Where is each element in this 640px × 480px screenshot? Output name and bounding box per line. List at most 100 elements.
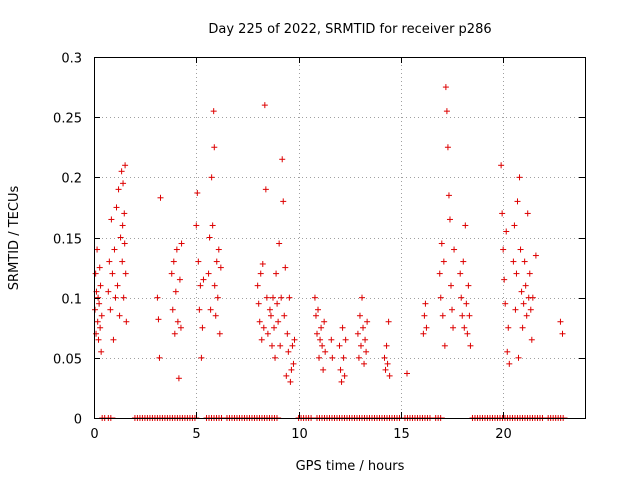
data-point xyxy=(501,276,508,283)
data-point xyxy=(112,294,119,301)
data-point xyxy=(524,210,531,217)
data-point xyxy=(196,306,203,313)
data-point xyxy=(526,270,533,277)
data-point xyxy=(458,294,465,301)
data-point xyxy=(215,246,222,253)
data-point xyxy=(97,282,104,289)
data-point xyxy=(109,270,116,277)
data-point xyxy=(119,258,126,265)
data-point xyxy=(519,324,526,331)
data-point xyxy=(261,102,268,109)
data-point xyxy=(359,294,366,301)
data-point xyxy=(446,216,453,223)
data-point xyxy=(281,312,288,319)
data-point xyxy=(511,222,518,229)
data-point xyxy=(522,282,529,289)
y-tick-label: 0.05 xyxy=(53,353,82,368)
data-point xyxy=(523,312,530,319)
y-tick-label: 0.2 xyxy=(61,172,82,187)
y-tick-label: 0 xyxy=(74,413,82,428)
data-point xyxy=(464,330,471,337)
data-point xyxy=(255,300,262,307)
data-point xyxy=(337,366,344,373)
data-point xyxy=(211,282,218,289)
data-point xyxy=(209,222,216,229)
data-point xyxy=(449,306,456,313)
grid xyxy=(94,57,585,418)
data-point xyxy=(282,264,289,271)
x-axis-label: GPS time / hours xyxy=(296,459,405,474)
y-tick-labels: 0 0.05 0.1 0.15 0.2 0.25 0.3 xyxy=(53,52,82,428)
data-point xyxy=(123,318,130,325)
data-point xyxy=(381,354,388,361)
data-point xyxy=(96,300,103,307)
data-point xyxy=(217,264,224,271)
data-point xyxy=(338,378,345,385)
data-point xyxy=(559,330,566,337)
data-point xyxy=(445,192,452,199)
data-point xyxy=(517,246,524,253)
data-point xyxy=(557,318,564,325)
data-point xyxy=(119,222,126,229)
data-point xyxy=(94,246,101,253)
data-point xyxy=(506,360,513,367)
data-point xyxy=(328,336,335,343)
data-point xyxy=(95,294,102,301)
data-point xyxy=(268,342,275,349)
data-point xyxy=(98,348,105,355)
data-point xyxy=(520,300,527,307)
data-point xyxy=(518,288,525,295)
data-point xyxy=(460,258,467,265)
data-point xyxy=(450,324,457,331)
data-point xyxy=(322,348,329,355)
data-point xyxy=(157,194,164,201)
data-point xyxy=(404,370,411,377)
data-point xyxy=(206,234,213,241)
data-point xyxy=(386,372,393,379)
data-point xyxy=(451,246,458,253)
chart-title: Day 225 of 2022, SRMTID for receiver p28… xyxy=(208,22,491,37)
x-tick-label: 5 xyxy=(192,427,200,442)
data-point xyxy=(267,312,274,319)
data-point xyxy=(313,330,320,337)
data-point xyxy=(510,258,517,265)
data-point xyxy=(356,312,363,319)
data-point xyxy=(362,336,369,343)
axis-ticks xyxy=(94,57,585,419)
data-point xyxy=(178,240,185,247)
y-tick-label: 0.25 xyxy=(53,112,82,127)
data-point xyxy=(466,312,473,319)
data-point xyxy=(361,360,368,367)
x-tick-label: 15 xyxy=(393,427,410,442)
data-point xyxy=(521,258,528,265)
data-point xyxy=(442,84,449,91)
data-point xyxy=(532,252,539,259)
data-point xyxy=(175,375,182,382)
data-point xyxy=(110,336,117,343)
data-point xyxy=(108,216,115,223)
data-point xyxy=(198,354,205,361)
y-axis-label: SRMTID / TECUs xyxy=(7,186,22,291)
data-point xyxy=(195,258,202,265)
data-point xyxy=(212,312,219,319)
data-point xyxy=(258,336,265,343)
data-point xyxy=(111,246,118,253)
data-point xyxy=(173,246,180,253)
data-point xyxy=(275,318,282,325)
data-point xyxy=(321,318,328,325)
data-point xyxy=(171,330,178,337)
data-point xyxy=(500,246,507,253)
data-point xyxy=(364,318,371,325)
data-point xyxy=(354,330,361,337)
data-point xyxy=(385,318,392,325)
data-point xyxy=(421,312,428,319)
data-point xyxy=(208,174,215,181)
data-point xyxy=(515,354,522,361)
x-tick-label: 0 xyxy=(90,427,98,442)
data-point xyxy=(122,162,129,169)
data-point xyxy=(528,336,535,343)
data-point xyxy=(504,348,511,355)
data-point xyxy=(339,324,346,331)
data-point xyxy=(512,306,519,313)
